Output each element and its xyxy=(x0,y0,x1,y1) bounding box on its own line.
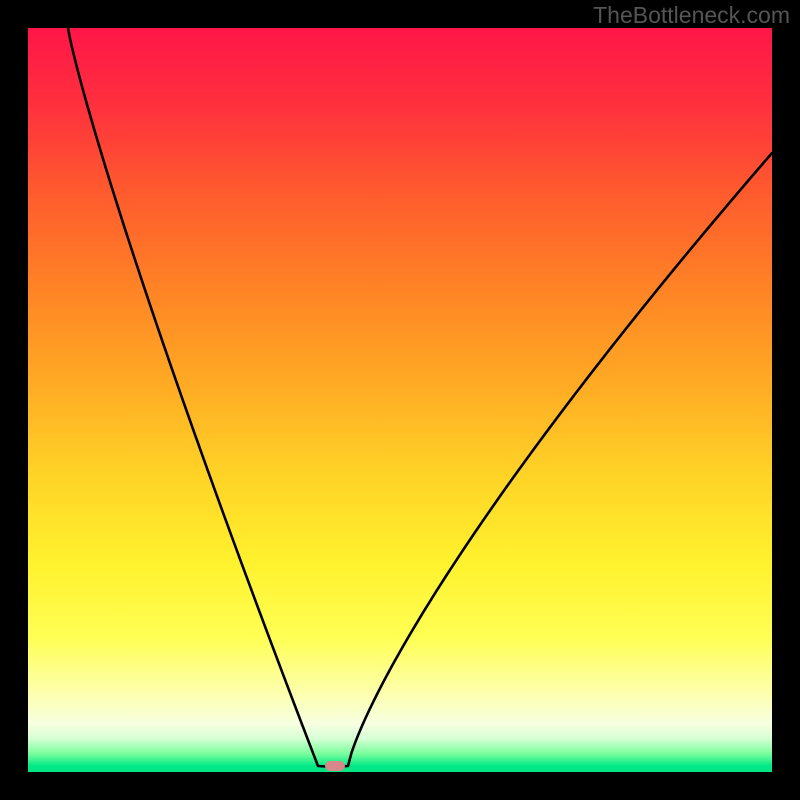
chart-stage: TheBottleneck.com xyxy=(0,0,800,800)
bottleneck-chart xyxy=(0,0,800,800)
plot-gradient xyxy=(28,28,772,772)
watermark-text: TheBottleneck.com xyxy=(593,2,790,29)
optimum-marker xyxy=(325,761,345,771)
